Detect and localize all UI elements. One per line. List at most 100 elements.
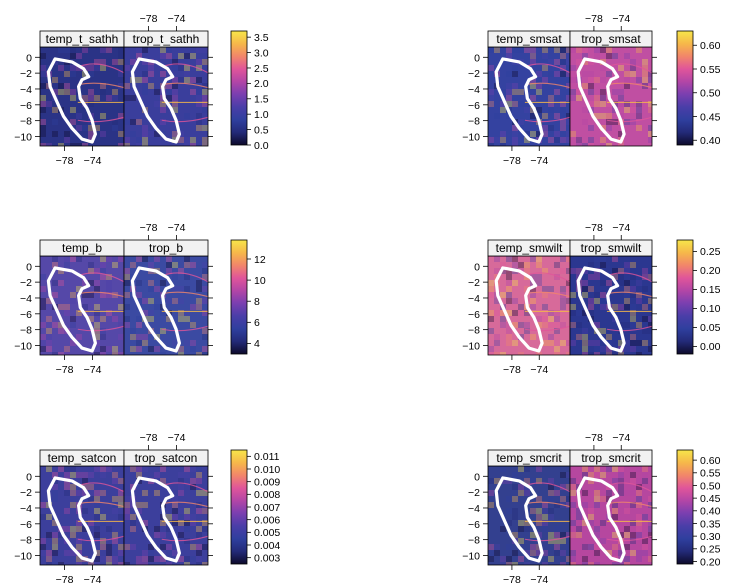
heatmap-cell (642, 328, 648, 334)
heatmap-cell (58, 143, 64, 146)
heatmap-cell (58, 268, 64, 274)
heatmap-cell (64, 89, 70, 95)
heatmap-cell (112, 346, 118, 352)
heatmap-cell (606, 119, 612, 125)
heatmap-cell (190, 77, 196, 83)
heatmap-cell (184, 143, 190, 146)
heatmap-cell (148, 310, 154, 316)
heatmap-cell (542, 520, 548, 526)
heatmap-cell (124, 83, 130, 89)
heatmap-cell (142, 83, 148, 89)
heatmap-cell (94, 95, 100, 101)
y-tick-label: −8 (20, 535, 32, 547)
heatmap-cell (202, 47, 208, 53)
heatmap-cell (606, 53, 612, 59)
heatmap-cell (636, 556, 642, 562)
heatmap-cell (124, 496, 130, 502)
heatmap-cell (524, 520, 530, 526)
colorbar-tick-label: 1.5 (254, 94, 269, 106)
heatmap-cell (500, 466, 506, 472)
heatmap-cell (82, 304, 88, 310)
heatmap-cell (560, 484, 566, 490)
colorbar-tick-label: 4 (254, 338, 260, 350)
heatmap-cell (94, 352, 100, 355)
heatmap-cell (536, 322, 542, 328)
heatmap-cell (160, 556, 166, 562)
heatmap-cell (196, 113, 202, 119)
heatmap-cell (524, 101, 530, 107)
panel: trop_b (123, 239, 209, 356)
heatmap-cell (136, 137, 142, 143)
heatmap-cell (118, 59, 124, 65)
heatmap-cell (178, 316, 184, 322)
heatmap-cell (82, 292, 88, 298)
heatmap-cell (536, 107, 542, 113)
heatmap-cell (76, 520, 82, 526)
heatmap-cell (630, 286, 636, 292)
region-boundary (494, 266, 544, 353)
y-tick-label: −8 (20, 116, 32, 128)
heatmap-cell (618, 490, 624, 496)
heatmap-cell (594, 274, 600, 280)
heatmap-cell (536, 113, 542, 119)
heatmap-cell (512, 256, 518, 262)
heatmap-cell (184, 526, 190, 532)
heatmap-cell (118, 544, 124, 550)
colorbar-tick-label: 0.25 (700, 246, 721, 258)
heatmap-cell (172, 496, 178, 502)
heatmap-cell (58, 532, 64, 538)
heatmap-cell (554, 316, 560, 322)
heatmap-cell (524, 131, 530, 137)
heatmap-cell (488, 544, 494, 550)
heatmap-cell (52, 89, 58, 95)
heatmap-cell (202, 286, 208, 292)
heatmap-cell (494, 478, 500, 484)
heatmap-cell (190, 478, 196, 484)
x-tick-label-top: −78 (140, 13, 158, 25)
y-tick-label: 0 (474, 261, 480, 273)
river-line (161, 116, 208, 123)
heatmap-cell (106, 550, 112, 556)
heatmap-cell (160, 328, 166, 334)
heatmap-cell (106, 556, 112, 562)
heatmap-cell (154, 256, 160, 262)
heatmap-cell (630, 71, 636, 77)
heatmap-cell (594, 502, 600, 508)
heatmap-cell (582, 47, 588, 53)
heatmap-cell (530, 544, 536, 550)
heatmap-cell (196, 550, 202, 556)
heatmap-cell (570, 478, 576, 484)
chart-group: temp_smsat trop_smsat 0 −2 −4 −6 −8 −10 −78 −78 −7… (462, 13, 720, 167)
x-tick-label-top: −78 (140, 432, 158, 444)
colorbar-tick-label: 6 (254, 317, 260, 329)
heatmap-cell (542, 131, 548, 137)
heatmap-cell (64, 484, 70, 490)
heatmap-cell (560, 65, 566, 71)
heatmap-cell (88, 292, 94, 298)
heatmap-cell (624, 286, 630, 292)
heatmap-cell (52, 484, 58, 490)
heatmap-cell (40, 131, 46, 137)
heatmap-cell (64, 346, 70, 352)
heatmap-cell (606, 113, 612, 119)
heatmap-cell (190, 514, 196, 520)
heatmap-cell (554, 328, 560, 334)
heatmap-cell (58, 562, 64, 565)
heatmap-cell (560, 562, 566, 565)
heatmap-cell (548, 490, 554, 496)
heatmap-cell (518, 466, 524, 472)
heatmap-cell (560, 101, 566, 107)
heatmap-cell (624, 53, 630, 59)
heatmap-cell (506, 268, 512, 274)
heatmap-cell (488, 89, 494, 95)
heatmap-cell (570, 340, 576, 346)
heatmap-cell (630, 316, 636, 322)
y-tick-label: −6 (468, 100, 480, 112)
y-tick-label: −6 (20, 100, 32, 112)
heatmap-cell (148, 280, 154, 286)
heatmap-cell (600, 520, 606, 526)
heatmap-cell (560, 119, 566, 125)
colorbar (676, 30, 694, 146)
heatmap-cell (524, 550, 530, 556)
heatmap-cell (554, 137, 560, 143)
